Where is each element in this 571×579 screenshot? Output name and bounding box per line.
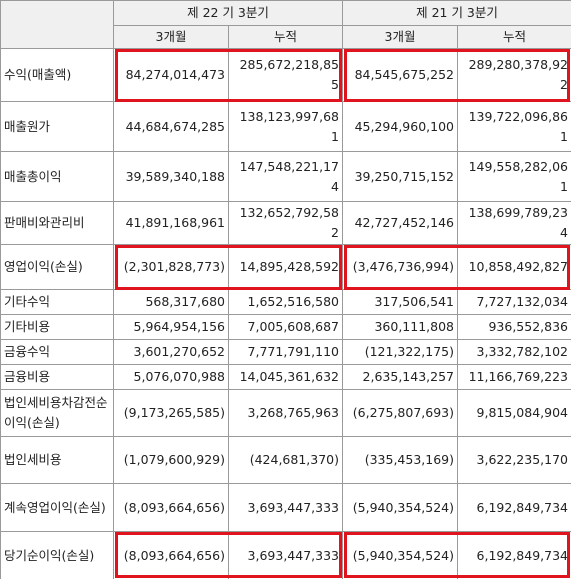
cell-value: 936,552,836	[457, 314, 571, 340]
cell-value: (3,476,736,994)	[342, 244, 458, 290]
cell-value: 317,506,541	[342, 289, 458, 315]
cell-value: 39,250,715,152	[342, 151, 458, 202]
cell-value: (6,275,807,693)	[342, 389, 458, 437]
table-row: 금융비용 5,076,070,988 14,045,361,632 2,635,143…	[0, 364, 571, 390]
table-row: 법인세비용차감전순이익(손실) (9,173,265,585) 3,268,765,…	[0, 389, 571, 437]
table-row: 계속영업이익(손실) (8,093,664,656) 3,693,447,333 (5…	[0, 483, 571, 532]
group-header: 제 22 기 3분기	[113, 0, 343, 26]
cell-value: 6,192,849,734	[457, 483, 571, 532]
row-label: 매출원가	[0, 101, 114, 152]
cell-value: 3,622,235,170	[457, 436, 571, 484]
cell-value: 9,815,084,904	[457, 389, 571, 437]
table-body: 수익(매출액) 84,274,014,473 285,672,218,855 84,5…	[0, 48, 571, 579]
cell-value: 39,589,340,188	[113, 151, 229, 202]
cell-value: 45,294,960,100	[342, 101, 458, 152]
row-label: 기타비용	[0, 314, 114, 340]
cell-value: 568,317,680	[113, 289, 229, 315]
cell-value: 5,964,954,156	[113, 314, 229, 340]
cell-value: 7,771,791,110	[228, 339, 343, 365]
row-label: 당기순이익(손실)	[0, 531, 114, 579]
row-label: 계속영업이익(손실)	[0, 483, 114, 532]
cell-value: (8,093,664,656)	[113, 483, 229, 532]
cell-value: 84,274,014,473	[113, 48, 229, 102]
cell-value: 3,693,447,333	[228, 483, 343, 532]
cell-value: 7,005,608,687	[228, 314, 343, 340]
row-label: 법인세비용	[0, 436, 114, 484]
cell-value: 84,545,675,252	[342, 48, 458, 102]
table-row: 당기순이익(손실) (8,093,664,656) 3,693,447,333 (5,…	[0, 531, 571, 579]
cell-value: 138,123,997,681	[228, 101, 343, 152]
row-label: 영업이익(손실)	[0, 244, 114, 290]
sub-header: 3개월	[113, 25, 229, 49]
cell-value: 6,192,849,734	[457, 531, 571, 579]
table-row: 기타비용 5,964,954,156 7,005,608,687 360,111,80…	[0, 314, 571, 340]
cell-value: 139,722,096,861	[457, 101, 571, 152]
cell-value: 14,045,361,632	[228, 364, 343, 390]
group-header: 제 21 기 3분기	[342, 0, 571, 26]
row-label: 금융비용	[0, 364, 114, 390]
row-label: 매출총이익	[0, 151, 114, 202]
cell-value: 7,727,132,034	[457, 289, 571, 315]
cell-value: 44,684,674,285	[113, 101, 229, 152]
table-row: 영업이익(손실) (2,301,828,773) 14,895,428,592 (3,…	[0, 244, 571, 290]
cell-value: 1,652,516,580	[228, 289, 343, 315]
cell-value: (8,093,664,656)	[113, 531, 229, 579]
cell-value: 2,635,143,257	[342, 364, 458, 390]
sub-header: 누적	[228, 25, 343, 49]
table-row: 매출원가 44,684,674,285 138,123,997,681 45,294,…	[0, 101, 571, 152]
row-label: 법인세비용차감전순이익(손실)	[0, 389, 114, 437]
table-row: 기타수익 568,317,680 1,652,516,580 317,506,541 7…	[0, 289, 571, 315]
table-row: 금융수익 3,601,270,652 7,771,791,110 (121,322,1…	[0, 339, 571, 365]
row-label: 기타수익	[0, 289, 114, 315]
cell-value: 5,076,070,988	[113, 364, 229, 390]
cell-value: (5,940,354,524)	[342, 531, 458, 579]
table-row: 매출총이익 39,589,340,188 147,548,221,174 39,250…	[0, 151, 571, 202]
cell-value: 138,699,789,234	[457, 201, 571, 245]
cell-value: (1,079,600,929)	[113, 436, 229, 484]
table-row: 수익(매출액) 84,274,014,473 285,672,218,855 84,5…	[0, 48, 571, 102]
cell-value: 14,895,428,592	[228, 244, 343, 290]
cell-value: (424,681,370)	[228, 436, 343, 484]
corner	[0, 0, 114, 49]
cell-value: 3,268,765,963	[228, 389, 343, 437]
row-label: 수익(매출액)	[0, 48, 114, 102]
sub-header: 3개월	[342, 25, 458, 49]
row-label: 판매비와관리비	[0, 201, 114, 245]
cell-value: 42,727,452,146	[342, 201, 458, 245]
cell-value: (9,173,265,585)	[113, 389, 229, 437]
cell-value: (335,453,169)	[342, 436, 458, 484]
cell-value: 147,548,221,174	[228, 151, 343, 202]
cell-value: 289,280,378,922	[457, 48, 571, 102]
cell-value: (121,322,175)	[342, 339, 458, 365]
cell-value: 41,891,168,961	[113, 201, 229, 245]
cell-value: 11,166,769,223	[457, 364, 571, 390]
cell-value: (5,940,354,524)	[342, 483, 458, 532]
cell-value: 3,332,782,102	[457, 339, 571, 365]
row-label: 금융수익	[0, 339, 114, 365]
cell-value: 285,672,218,855	[228, 48, 343, 102]
cell-value: 132,652,792,582	[228, 201, 343, 245]
table-row: 법인세비용 (1,079,600,929) (424,681,370) (335,45…	[0, 436, 571, 484]
table-row: 판매비와관리비 41,891,168,961 132,652,792,582 42,7…	[0, 201, 571, 245]
cell-value: 360,111,808	[342, 314, 458, 340]
cell-value: (2,301,828,773)	[113, 244, 229, 290]
cell-value: 149,558,282,061	[457, 151, 571, 202]
cell-value: 3,601,270,652	[113, 339, 229, 365]
sub-header: 누적	[457, 25, 571, 49]
cell-value: 10,858,492,827	[457, 244, 571, 290]
cell-value: 3,693,447,333	[228, 531, 343, 579]
